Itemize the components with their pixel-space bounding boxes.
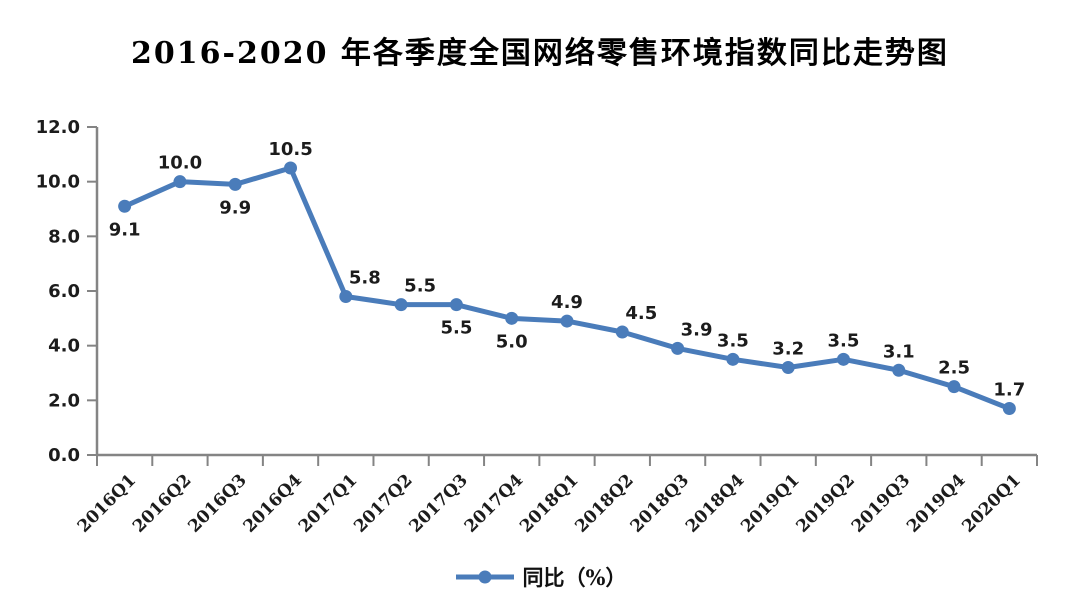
data-label: 5.5 — [440, 318, 472, 339]
data-label: 3.5 — [717, 330, 749, 351]
data-point-marker — [836, 352, 850, 366]
data-point-marker — [892, 363, 906, 377]
data-label: 5.8 — [349, 267, 381, 288]
data-point-marker — [449, 298, 463, 312]
data-point-marker — [671, 341, 685, 355]
legend-dot-icon — [478, 570, 492, 584]
y-tick-label: 8.0 — [48, 226, 80, 247]
data-label: 10.5 — [268, 139, 312, 160]
x-tick-label: 2016Q4 — [240, 470, 307, 537]
data-label: 3.1 — [883, 341, 915, 362]
y-tick-label: 4.0 — [48, 336, 80, 357]
data-label: 9.1 — [109, 219, 141, 240]
legend-label: 同比（%） — [522, 565, 627, 590]
x-tick-label: 2018Q4 — [682, 470, 749, 537]
legend: 同比（%） — [0, 562, 1080, 592]
x-tick-label: 2018Q1 — [516, 470, 582, 536]
x-tick-label: 2016Q2 — [129, 470, 195, 536]
series-line — [122, 165, 1012, 412]
data-label: 5.5 — [404, 276, 436, 297]
data-point-marker — [505, 311, 519, 325]
data-label: 5.0 — [496, 331, 528, 352]
data-point-marker — [560, 314, 574, 328]
data-point-marker — [781, 361, 795, 375]
data-label: 1.7 — [993, 380, 1025, 401]
data-label: 2.5 — [938, 358, 970, 379]
y-tick-label: 2.0 — [48, 390, 80, 411]
x-tick-label: 2016Q3 — [184, 470, 250, 536]
y-tick-label: 12.0 — [36, 117, 80, 138]
x-tick-label: 2019Q4 — [903, 470, 970, 537]
data-point-marker — [228, 177, 242, 191]
data-point-marker — [726, 352, 740, 366]
data-point-marker — [947, 380, 961, 394]
data-point-marker — [1002, 402, 1016, 416]
data-label: 4.5 — [625, 303, 657, 324]
x-tick-label: 2018Q2 — [571, 470, 637, 536]
x-tick-label: 2019Q1 — [737, 470, 803, 536]
x-tick-label: 2016Q1 — [74, 470, 140, 536]
y-tick-label: 10.0 — [36, 172, 80, 193]
y-tick-label: 6.0 — [48, 281, 80, 302]
data-label: 3.9 — [681, 319, 713, 340]
data-label: 10.0 — [158, 153, 202, 174]
data-point-marker — [173, 175, 187, 189]
x-tick-label: 2019Q2 — [793, 470, 859, 536]
data-point-marker — [339, 289, 353, 303]
legend-line-marker-icon — [455, 570, 514, 584]
x-tick-label: 2017Q4 — [461, 470, 528, 537]
data-label: 3.5 — [828, 330, 860, 351]
data-label: 9.9 — [219, 197, 251, 218]
data-point-marker — [394, 298, 408, 312]
x-tick-label: 2020Q1 — [958, 470, 1024, 536]
x-tick-label: 2018Q3 — [627, 470, 693, 536]
x-tick-label: 2017Q1 — [295, 470, 361, 536]
x-tick-label: 2017Q3 — [406, 470, 472, 536]
data-label: 3.2 — [772, 339, 804, 360]
data-point-marker — [118, 199, 132, 213]
data-label: 4.9 — [551, 292, 583, 313]
y-tick-label: 0.0 — [48, 445, 80, 466]
data-point-marker — [615, 325, 629, 339]
chart-title: 2016-2020 年各季度全国网络零售环境指数同比走势图 — [131, 36, 949, 71]
data-point-marker — [284, 161, 298, 175]
x-tick-label: 2019Q3 — [848, 470, 914, 536]
x-tick-label: 2017Q2 — [350, 470, 416, 536]
